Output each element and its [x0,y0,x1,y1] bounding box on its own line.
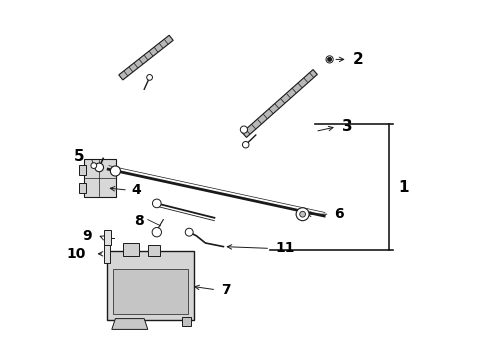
Text: 1: 1 [398,180,409,195]
Text: 9: 9 [82,229,92,243]
Text: 5: 5 [74,149,85,164]
Circle shape [147,75,152,80]
Bar [122,243,139,256]
Text: 10: 10 [66,247,86,261]
FancyBboxPatch shape [84,159,117,197]
Text: 8: 8 [134,215,144,228]
Text: 4: 4 [132,183,141,197]
Bar [113,269,189,314]
Bar [103,230,111,245]
Circle shape [152,228,162,237]
Circle shape [91,163,97,168]
Circle shape [296,208,309,221]
Text: 6: 6 [334,207,344,221]
Text: 11: 11 [275,242,295,255]
Text: 7: 7 [221,283,231,297]
Text: 2: 2 [353,52,364,67]
Bar [182,317,191,326]
Circle shape [300,211,305,217]
Circle shape [326,56,333,63]
Polygon shape [119,35,173,80]
Circle shape [95,163,103,172]
Bar [79,183,86,193]
Bar [104,245,110,263]
Circle shape [185,228,193,236]
FancyBboxPatch shape [107,251,194,320]
Bar [148,245,160,256]
Text: 3: 3 [342,119,353,134]
Polygon shape [112,319,148,329]
Bar [79,165,86,175]
Circle shape [328,58,331,61]
Circle shape [243,141,249,148]
Circle shape [152,199,161,208]
Circle shape [240,126,247,133]
Polygon shape [242,69,318,138]
Circle shape [110,166,121,176]
